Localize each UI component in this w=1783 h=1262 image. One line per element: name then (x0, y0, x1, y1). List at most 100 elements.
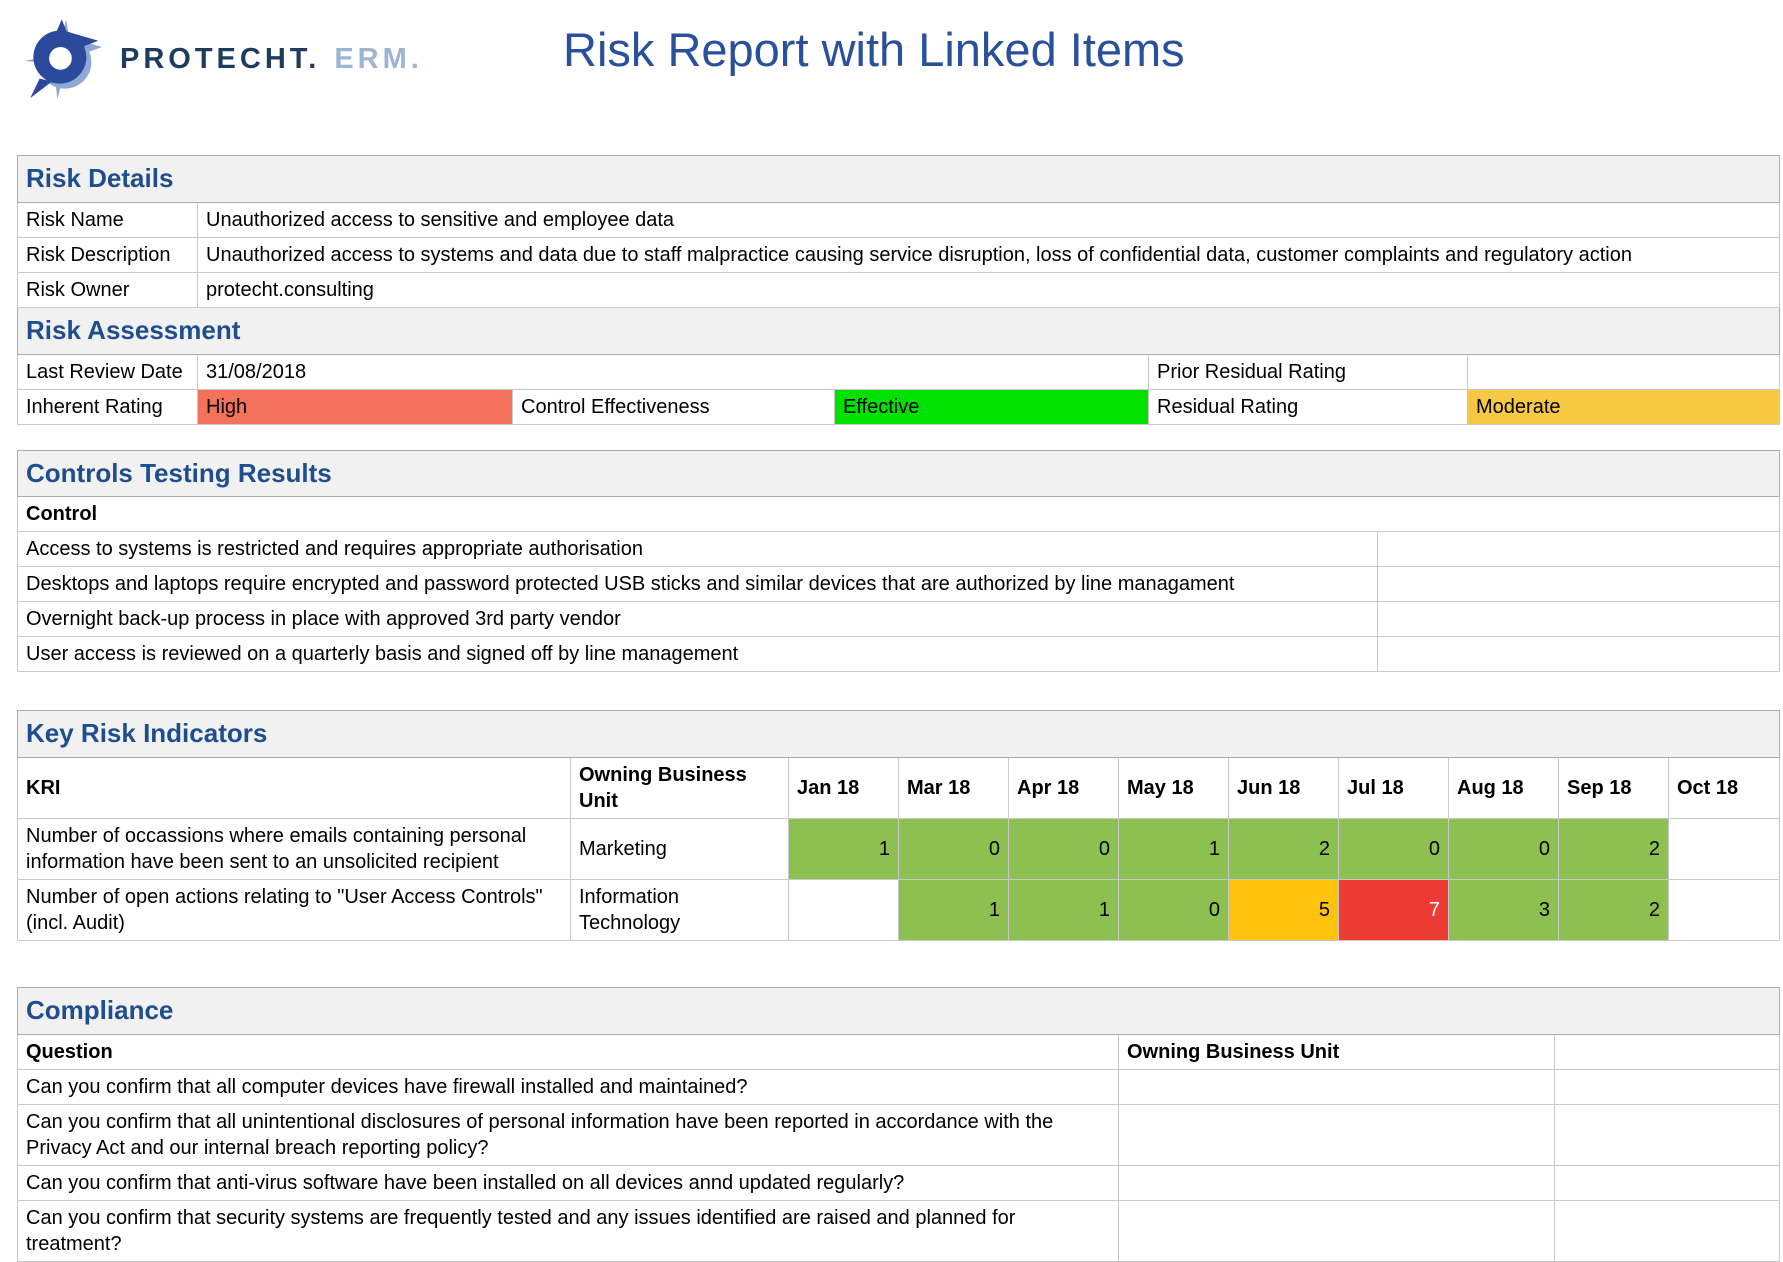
table-row: Desktops and laptops require encrypted a… (17, 566, 1780, 603)
risk-description-label: Risk Description (17, 236, 198, 273)
kri-value-cell: 1 (788, 818, 899, 881)
kri-value-cell: 2 (1558, 879, 1669, 942)
owning-unit-column-header: Owning Business Unit (570, 757, 789, 820)
table-row: Risk Details (16, 155, 1781, 203)
kri-value-cell (1667, 879, 1781, 942)
control-result-cell (1377, 566, 1780, 603)
compliance-question: Can you confirm that security systems ar… (17, 1199, 1119, 1262)
control-result-cell (1377, 531, 1780, 568)
kri-value-cell: 0 (1008, 818, 1119, 881)
residual-rating-value: Moderate (1466, 388, 1781, 425)
inherent-rating-value: High (197, 388, 513, 425)
table-row: Key Risk Indicators (16, 710, 1781, 759)
control-description: Overnight back-up process in place with … (17, 601, 1378, 638)
compliance-table: Compliance Question Owning Business Unit… (16, 987, 1781, 1262)
last-review-date-label: Last Review Date (17, 353, 198, 390)
kri-value-cell: 3 (1448, 879, 1559, 942)
month-column-header: Apr 18 (1008, 757, 1119, 820)
compliance-question: Can you confirm that anti-virus software… (17, 1164, 1119, 1201)
month-column-header: Jun 18 (1228, 757, 1339, 820)
table-row: Risk Owner protecht.consulting (17, 271, 1781, 308)
kri-owning-unit: Marketing (570, 818, 789, 881)
kri-value-cell: 1 (1008, 879, 1119, 942)
table-row: Can you confirm that all unintentional d… (17, 1103, 1781, 1166)
compliance-answer-cell (1553, 1068, 1781, 1105)
empty-column-header (1553, 1033, 1781, 1070)
control-result-cell (1377, 636, 1780, 673)
risk-owner-label: Risk Owner (17, 271, 198, 308)
kri-column-header: KRI (17, 757, 571, 820)
compliance-question: Can you confirm that all unintentional d… (17, 1103, 1119, 1166)
month-column-header: Sep 18 (1558, 757, 1669, 820)
kri-owning-unit: Information Technology (570, 879, 789, 942)
kri-value-cell: 0 (898, 818, 1009, 881)
section-header-kri: Key Risk Indicators (16, 710, 1781, 759)
table-row: User access is reviewed on a quarterly b… (17, 636, 1780, 673)
kri-value-cell: 2 (1558, 818, 1669, 881)
control-description: Desktops and laptops require encrypted a… (17, 566, 1378, 603)
table-row: Can you confirm that all computer device… (17, 1068, 1781, 1105)
table-row: Control (17, 496, 1780, 533)
kri-value-cell: 0 (1338, 818, 1449, 881)
risk-details-table: Risk Details Risk Name Unauthorized acce… (16, 155, 1781, 425)
control-description: Access to systems is restricted and requ… (17, 531, 1378, 568)
kri-value-cell: 1 (898, 879, 1009, 942)
section-header-risk-assessment: Risk Assessment (16, 306, 1781, 355)
compliance-answer-cell (1553, 1164, 1781, 1201)
table-row: Risk Name Unauthorized access to sensiti… (17, 201, 1781, 238)
report-header: PROTECHT. ERM. Risk Report with Linked It… (0, 0, 1783, 155)
protecht-logo: PROTECHT. ERM. (22, 8, 423, 110)
compliance-question: Can you confirm that all computer device… (17, 1068, 1119, 1105)
table-row: Number of occassions where emails contai… (17, 818, 1781, 881)
table-row: Number of open actions relating to "User… (17, 879, 1781, 942)
section-header-controls: Controls Testing Results (17, 449, 1780, 498)
kri-value-cell: 1 (1118, 818, 1229, 881)
kri-value-cell: 2 (1228, 818, 1339, 881)
logo-wordmark: PROTECHT. ERM. (120, 43, 423, 76)
residual-rating-label: Residual Rating (1148, 388, 1468, 425)
compliance-unit-cell (1118, 1068, 1555, 1105)
control-result-cell (1377, 601, 1780, 638)
table-row: Can you confirm that security systems ar… (17, 1199, 1781, 1262)
kri-name: Number of open actions relating to "User… (17, 879, 571, 942)
risk-owner-value: protecht.consulting (196, 271, 1781, 308)
compliance-answer-cell (1553, 1199, 1781, 1262)
table-row: Last Review Date 31/08/2018 Prior Residu… (17, 353, 1781, 390)
month-column-header: Aug 18 (1448, 757, 1559, 820)
kri-value-cell: 5 (1228, 879, 1339, 942)
month-column-header: May 18 (1118, 757, 1229, 820)
owning-unit-column-header: Owning Business Unit (1118, 1033, 1555, 1070)
table-row: Risk Assessment (16, 306, 1781, 355)
control-effectiveness-label: Control Effectiveness (512, 388, 835, 425)
risk-name-value: Unauthorized access to sensitive and emp… (196, 201, 1781, 238)
control-column-header: Control (17, 496, 1780, 533)
prior-residual-rating-label: Prior Residual Rating (1148, 353, 1468, 390)
kri-table: Key Risk Indicators KRI Owning Business … (16, 710, 1781, 942)
table-row: Access to systems is restricted and requ… (17, 531, 1780, 568)
section-header-risk-details: Risk Details (16, 155, 1781, 203)
kri-value-cell: 0 (1448, 818, 1559, 881)
month-column-header: Oct 18 (1667, 757, 1781, 820)
table-row: Question Owning Business Unit (17, 1033, 1781, 1070)
table-row: Compliance (16, 987, 1781, 1035)
kri-value-cell: 7 (1338, 879, 1449, 942)
controls-testing-table: Controls Testing Results Control Access … (17, 449, 1780, 673)
control-effectiveness-value: Effective (834, 388, 1149, 425)
kri-value-cell (788, 879, 899, 942)
table-row: Risk Description Unauthorized access to … (17, 236, 1781, 273)
prior-residual-rating-value (1466, 353, 1781, 390)
logo-text-protecht: PROTECHT. (120, 42, 321, 75)
month-column-header: Mar 18 (898, 757, 1009, 820)
table-row: KRI Owning Business Unit Jan 18 Mar 18 A… (17, 757, 1781, 820)
kri-value-cell: 0 (1118, 879, 1229, 942)
kri-name: Number of occassions where emails contai… (17, 818, 571, 881)
month-column-header: Jan 18 (788, 757, 899, 820)
page-title: Risk Report with Linked Items (563, 23, 1185, 76)
table-row: Overnight back-up process in place with … (17, 601, 1780, 638)
protecht-swirl-icon (24, 19, 103, 100)
table-row: Controls Testing Results (17, 449, 1780, 498)
section-header-compliance: Compliance (16, 987, 1781, 1035)
risk-name-label: Risk Name (17, 201, 198, 238)
compliance-unit-cell (1118, 1103, 1555, 1166)
compliance-unit-cell (1118, 1164, 1555, 1201)
